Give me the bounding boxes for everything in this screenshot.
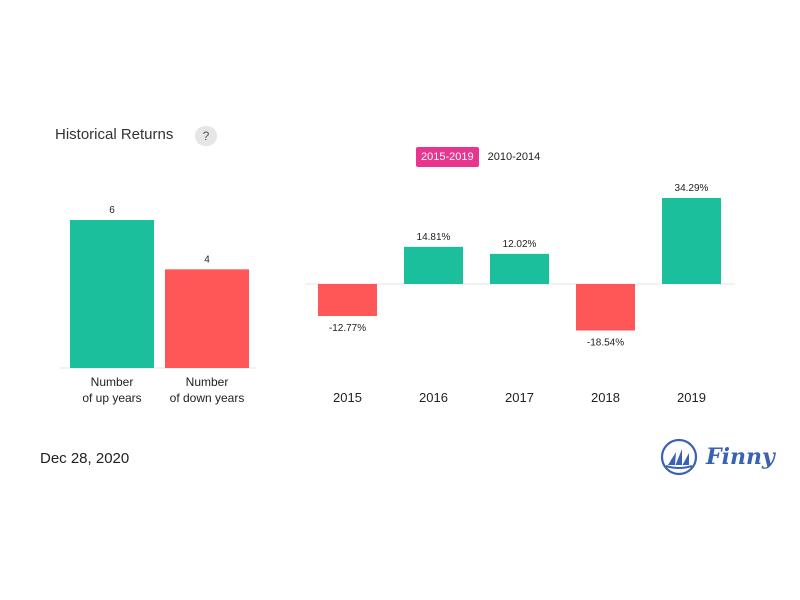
tab-2010-2014[interactable]: 2010-2014 [487, 151, 541, 163]
bar-2016 [404, 246, 463, 284]
x-tick-label: 2018 [591, 390, 620, 405]
data-label: -18.54% [587, 337, 624, 348]
x-tick-label: 2019 [677, 390, 706, 405]
category-label: of up years [82, 391, 141, 405]
as-of-date: Dec 28, 2020 [40, 450, 130, 467]
x-tick-label: 2017 [505, 390, 534, 405]
bar-down-years [165, 269, 249, 368]
data-label: -12.77% [329, 323, 366, 334]
category-label: Number [186, 375, 229, 389]
category-label: of down years [170, 391, 245, 405]
bar-2019 [662, 198, 721, 284]
x-tick-label: 2015 [333, 390, 362, 405]
bar-2017 [490, 253, 549, 284]
bar-up-years [70, 220, 154, 368]
data-label: 34.29% [675, 183, 709, 194]
bar-2018 [576, 284, 635, 331]
bar-2015 [318, 284, 377, 317]
chart-title: Historical Returns [55, 126, 174, 143]
data-label: 6 [109, 205, 115, 216]
data-label: 14.81% [417, 232, 451, 243]
sailboat-icon [660, 438, 698, 476]
help-icon[interactable]: ? [195, 126, 217, 146]
brand-name: Finny [706, 444, 775, 470]
category-label: Number [91, 375, 134, 389]
finny-logo: Finny [660, 438, 775, 476]
tab-2015-2019[interactable]: 2015-2019 [416, 147, 479, 167]
x-tick-label: 2016 [419, 390, 448, 405]
data-label: 4 [204, 254, 210, 265]
data-label: 12.02% [503, 239, 537, 250]
period-tabs: 2015-2019 2010-2014 [416, 147, 545, 167]
